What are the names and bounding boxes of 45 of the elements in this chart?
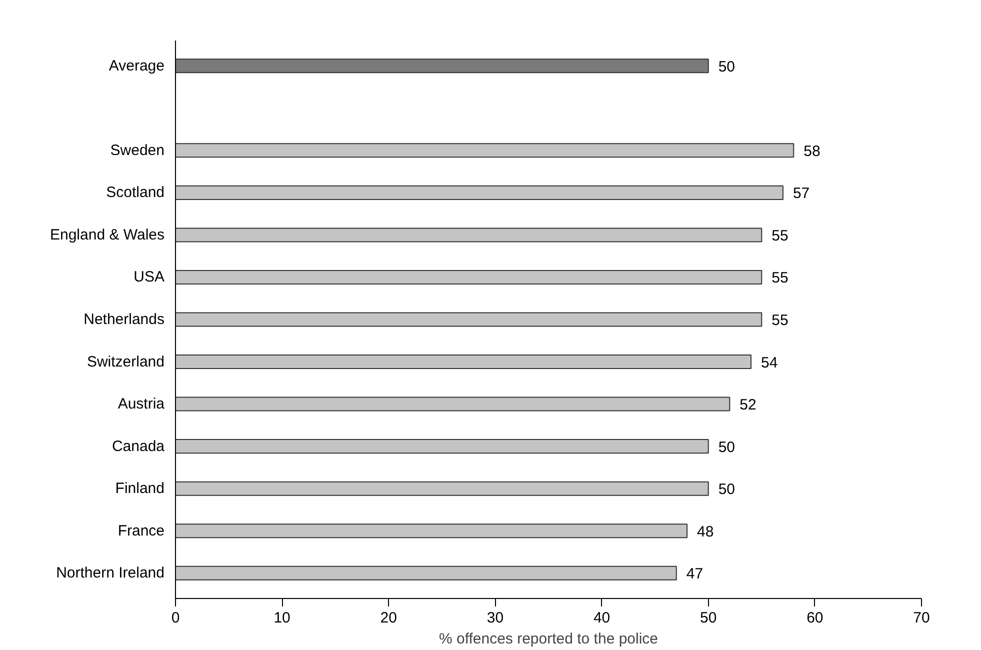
data-label: 47 <box>686 566 704 583</box>
x-tick-label: 40 <box>593 610 610 626</box>
y-tick-label: Netherlands <box>84 311 165 328</box>
data-label: 55 <box>772 312 788 329</box>
data-label: 55 <box>772 227 788 244</box>
bar <box>176 354 752 370</box>
bar <box>176 185 784 200</box>
data-label: 54 <box>760 354 778 372</box>
data-label: 50 <box>718 481 736 498</box>
y-tick-label: England & Wales <box>50 226 165 244</box>
y-tick-label: Scotland <box>106 184 164 202</box>
data-label: 57 <box>792 185 810 202</box>
data-label: 50 <box>718 58 736 76</box>
y-tick-label: Switzerland <box>86 353 165 370</box>
bar <box>176 143 794 158</box>
bar <box>176 58 709 74</box>
data-label: 48 <box>697 523 714 540</box>
bar <box>176 396 730 412</box>
y-tick-label: France <box>118 522 165 540</box>
y-tick-label: Average <box>108 57 165 74</box>
bar <box>176 524 688 538</box>
y-tick-label: Canada <box>112 438 166 455</box>
data-label: 58 <box>804 142 820 160</box>
bar <box>176 439 709 454</box>
y-tick-label: Sweden <box>110 142 165 159</box>
bar <box>176 228 762 242</box>
y-tick-label: Finland <box>115 480 165 498</box>
x-tick-label: 0 <box>171 610 180 626</box>
data-label: 50 <box>718 438 736 456</box>
bar <box>176 312 762 327</box>
y-tick-label: Northern Ireland <box>56 564 165 582</box>
x-axis-title: % offences reported to the police <box>438 630 658 648</box>
x-tick-label: 50 <box>700 610 717 626</box>
x-tick-label: 70 <box>913 610 930 626</box>
data-label: 55 <box>772 270 788 287</box>
bar <box>176 566 677 580</box>
data-label: 52 <box>740 396 756 414</box>
bar <box>176 270 762 284</box>
x-tick-label: 30 <box>486 610 504 626</box>
x-tick-label: 10 <box>274 610 290 626</box>
x-tick-label: 20 <box>380 610 397 626</box>
bar <box>176 481 709 496</box>
y-tick-label: Austria <box>118 396 166 413</box>
x-tick-label: 60 <box>806 610 824 626</box>
y-tick-label: USA <box>134 268 164 286</box>
